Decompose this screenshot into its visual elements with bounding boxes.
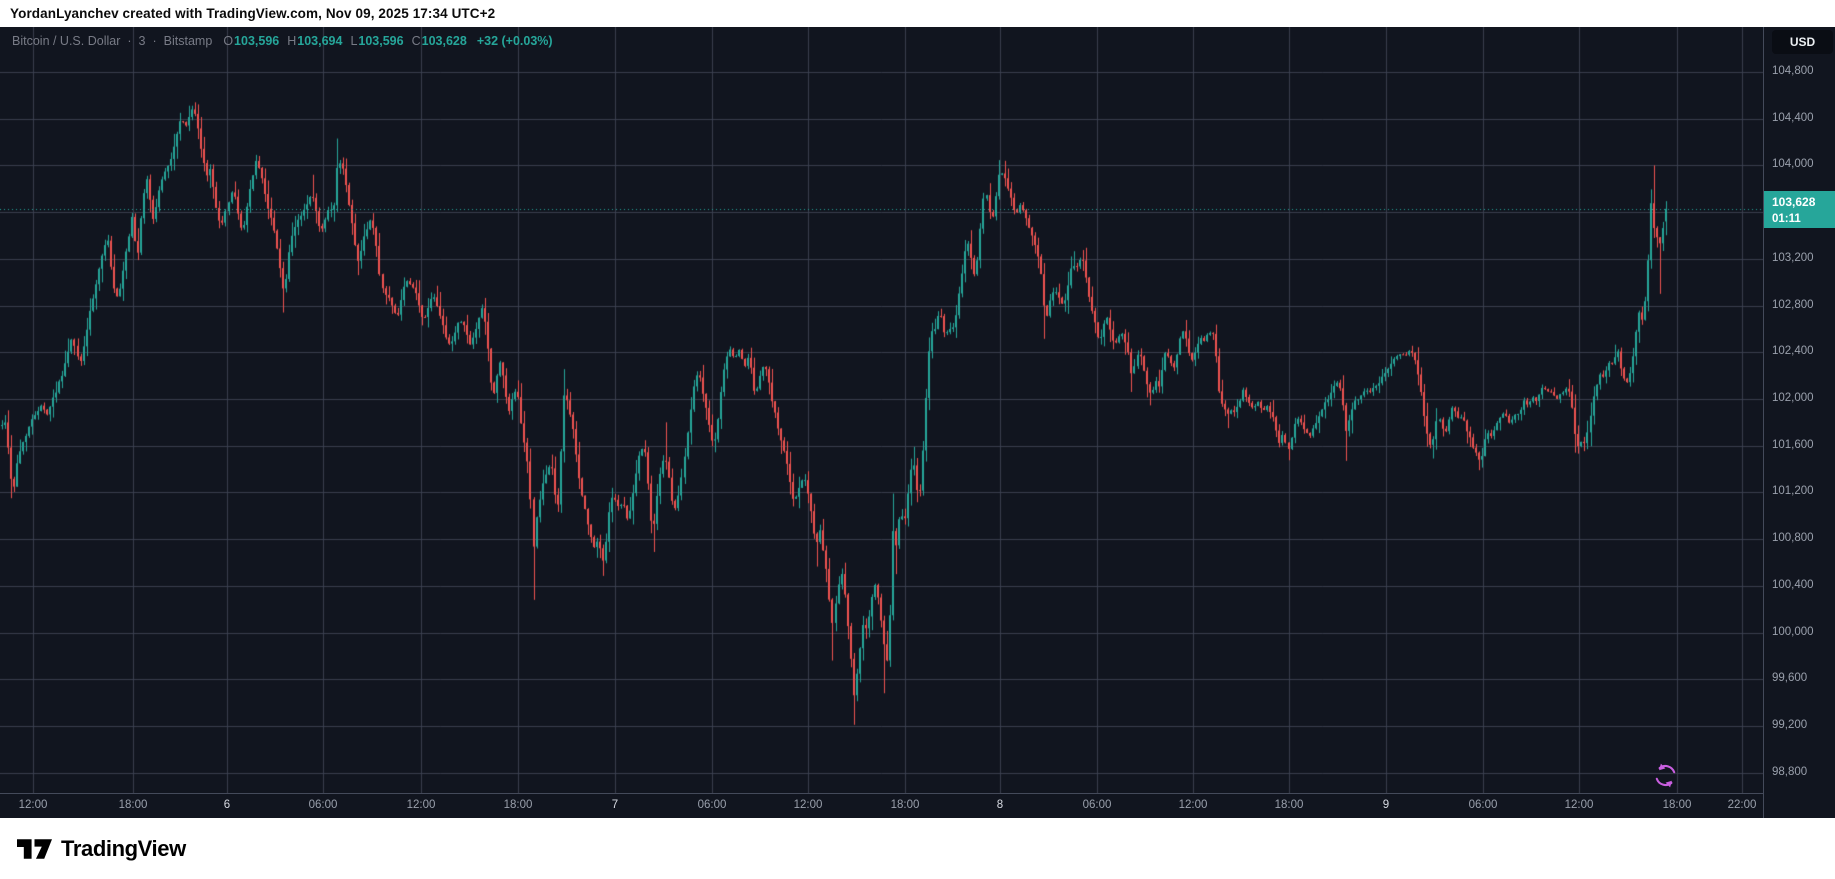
tradingview-logo-text: TradingView: [61, 835, 186, 861]
price-axis-label: 102,400: [1772, 345, 1814, 358]
price-axis-label: 99,600: [1772, 672, 1808, 685]
price-axis-label: 101,200: [1772, 485, 1814, 498]
time-axis-label: 18:00: [890, 799, 920, 811]
footer-bar: TradingView: [0, 818, 1835, 879]
price-scale[interactable]: 103,628 01:11 104,800 104,400 104,000 103,2…: [1763, 27, 1835, 818]
time-axis-label: 12:00: [406, 799, 436, 811]
time-axis-label: 22:00: [1727, 799, 1757, 811]
price-axis-label: 99,200: [1772, 718, 1808, 731]
separator-dot: ·: [152, 34, 157, 48]
price-axis-label: 104,800: [1772, 64, 1814, 77]
interval-value[interactable]: 3: [138, 34, 146, 48]
price-axis-label: 98,800: [1772, 765, 1808, 778]
price-axis-label: 101,600: [1772, 438, 1814, 451]
time-axis-label: 06:00: [308, 799, 338, 811]
price-axis-label: 100,000: [1772, 625, 1814, 638]
chart-canvas[interactable]: [0, 27, 1763, 793]
time-axis-label: 12:00: [793, 799, 823, 811]
price-axis-label: 104,400: [1772, 111, 1814, 124]
time-axis-label: 18:00: [503, 799, 533, 811]
price-axis-label: 102,800: [1772, 298, 1814, 311]
low-label: L: [350, 34, 358, 48]
time-axis-label: 18:00: [118, 799, 148, 811]
price-axis-label: 104,000: [1772, 158, 1814, 171]
price-axis-label: 103,200: [1772, 251, 1814, 264]
open-label: O: [223, 34, 234, 48]
high-value: 103,694: [297, 34, 343, 48]
time-axis-label: 06:00: [1468, 799, 1498, 811]
replay-refresh-icon[interactable]: [1652, 762, 1679, 789]
close-value: 103,628: [421, 34, 467, 48]
time-axis-day-label: 8: [996, 799, 1004, 811]
bar-countdown: 01:11: [1772, 213, 1801, 226]
change-value: +32 (+0.03%): [476, 34, 553, 48]
price-axis-label: 100,800: [1772, 532, 1814, 545]
symbol-header[interactable]: Bitcoin / U.S. Dollar · 3 · Bitstamp O 10…: [12, 34, 553, 48]
time-axis-day-label: 9: [1382, 799, 1390, 811]
time-axis-label: 12:00: [18, 799, 48, 811]
tradingview-logo-icon: [17, 838, 52, 859]
time-axis-label: 18:00: [1274, 799, 1304, 811]
time-axis-day-label: 7: [611, 799, 619, 811]
time-axis-label: 06:00: [1082, 799, 1112, 811]
ohlc-values: O 103,596 H 103,694 L 103,596 C 103,628 +32 …: [223, 34, 552, 48]
open-value: 103,596: [234, 34, 280, 48]
exchange-name: Bitstamp: [163, 34, 213, 48]
time-scale[interactable]: 12:00 18:00 6 06:00 12:00 18:00 7 06:00 12:00 18:…: [0, 793, 1763, 819]
close-label: C: [411, 34, 421, 48]
high-label: H: [287, 34, 297, 48]
attribution-text: YordanLyanchev created with TradingView.…: [10, 6, 496, 21]
time-axis-label: 12:00: [1178, 799, 1208, 811]
last-price-label: 103,628 01:11: [1764, 190, 1835, 228]
symbol-title[interactable]: Bitcoin / U.S. Dollar: [12, 34, 121, 48]
low-value: 103,596: [358, 34, 404, 48]
time-axis-label: 06:00: [697, 799, 727, 811]
attribution-bar: YordanLyanchev created with TradingView.…: [0, 0, 1835, 27]
currency-toggle-button[interactable]: USD: [1772, 30, 1833, 54]
last-price-value: 103,628: [1772, 194, 1816, 209]
price-axis-label: 100,400: [1772, 578, 1814, 591]
tradingview-logo[interactable]: TradingView: [17, 835, 186, 863]
time-axis-day-label: 6: [223, 799, 231, 811]
time-axis-label: 12:00: [1564, 799, 1594, 811]
separator-dot: ·: [127, 34, 132, 48]
chart-panel: Bitcoin / U.S. Dollar · 3 · Bitstamp O 10…: [0, 27, 1835, 819]
time-axis-label: 18:00: [1662, 799, 1692, 811]
price-axis-label: 102,000: [1772, 391, 1814, 404]
